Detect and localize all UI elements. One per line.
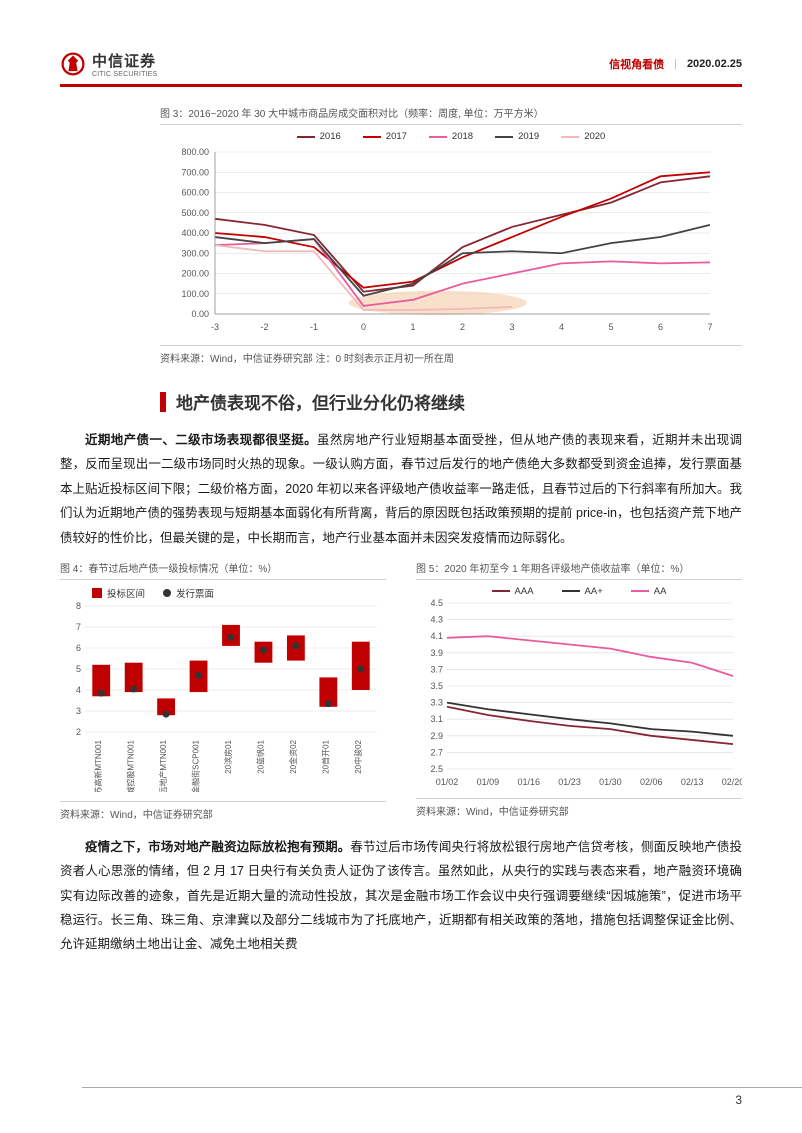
svg-text:01/30: 01/30 xyxy=(599,777,622,787)
svg-text:20首开01: 20首开01 xyxy=(320,739,330,773)
fig3-chart: 0.00 100.00 200.00 300.00 400.00 500.00 600.00… xyxy=(160,146,720,336)
paragraph-1: 近期地产债一、二级市场表现都很坚挺。虽然房地产行业短期基本面受挫，但从地产债的表… xyxy=(60,428,742,550)
page-number: 3 xyxy=(735,1093,742,1107)
svg-text:5: 5 xyxy=(76,664,81,674)
fig3-title: 图 3：2016~2020 年 30 大中城市商品房成交面积对比（频率：周度, … xyxy=(160,105,742,125)
header-rule xyxy=(60,84,742,87)
svg-text:2: 2 xyxy=(76,727,81,737)
svg-text:3: 3 xyxy=(76,706,81,716)
svg-text:20新城控股MTN001: 20新城控股MTN001 xyxy=(126,739,136,792)
svg-text:4: 4 xyxy=(76,685,81,695)
fig4-chart: 2 3 4 5 6 7 8 20苏高新MTN001 20新城控股MTN001 20华远地产MTN0… xyxy=(60,602,386,792)
fig4-legend: 投标区间 发行票面 xyxy=(92,586,386,600)
svg-text:6: 6 xyxy=(658,322,663,332)
svg-text:300.00: 300.00 xyxy=(181,248,209,258)
fig4-coupon-label: 发行票面 xyxy=(176,586,214,600)
fig3-legend-item: 2016 xyxy=(297,131,341,142)
svg-text:02/20: 02/20 xyxy=(722,777,742,787)
svg-text:2: 2 xyxy=(460,322,465,332)
svg-text:3.3: 3.3 xyxy=(430,697,443,707)
fig3-source: 资料来源：Wind，中信证券研究部 注：0 时刻表示正月初一所在周 xyxy=(160,345,742,365)
page-header: 中信证券 CITIC SECURITIES 信视角看债 | 2020.02.25 xyxy=(60,50,742,78)
para1-body: 虽然房地产行业短期基本面受挫，但从地产债的表现来看，近期并未出现调整，反而呈现出… xyxy=(60,433,742,545)
svg-text:2.9: 2.9 xyxy=(430,731,443,741)
citic-logo-icon xyxy=(60,51,86,77)
svg-text:-3: -3 xyxy=(211,322,219,332)
brand-name-cn: 中信证券 xyxy=(92,50,157,71)
para1-lead: 近期地产债一、二级市场表现都很坚挺。 xyxy=(85,433,317,447)
header-category: 信视角看债 xyxy=(609,56,664,72)
svg-text:6: 6 xyxy=(76,643,81,653)
svg-text:700.00: 700.00 xyxy=(181,167,209,177)
svg-text:02/06: 02/06 xyxy=(640,777,663,787)
svg-text:5: 5 xyxy=(608,322,613,332)
svg-text:20金资02: 20金资02 xyxy=(288,739,298,773)
svg-text:20金融街SCP001: 20金融街SCP001 xyxy=(191,739,201,792)
fig5-legend-item: AA+ xyxy=(562,586,603,597)
fig5-title: 图 5：2020 年初至今 1 年期各评级地产债收益率（单位：%） xyxy=(416,560,742,580)
svg-text:20滨房01: 20滨房01 xyxy=(223,739,233,773)
fig5-legend-item: AA xyxy=(631,586,667,597)
svg-text:3.9: 3.9 xyxy=(430,648,443,658)
fig5-legend-item: AAA xyxy=(492,586,534,597)
fig3-legend-item: 2017 xyxy=(363,131,407,142)
fig3-legend-item: 2019 xyxy=(495,131,539,142)
svg-text:4.3: 4.3 xyxy=(430,614,443,624)
svg-text:200.00: 200.00 xyxy=(181,269,209,279)
svg-text:3.7: 3.7 xyxy=(430,664,443,674)
svg-text:01/09: 01/09 xyxy=(477,777,500,787)
fig4-source: 资料来源：Wind，中信证券研究部 xyxy=(60,801,386,821)
section-bar-icon xyxy=(160,392,166,412)
header-date: 2020.02.25 xyxy=(687,58,742,70)
fig5-chart: 2.5 2.7 2.9 3.1 3.3 3.5 3.7 3.9 4.1 4.3 4.5 01/02 01… xyxy=(416,599,742,789)
svg-text:500.00: 500.00 xyxy=(181,208,209,218)
fig4-range-label: 投标区间 xyxy=(107,586,145,600)
svg-text:3.5: 3.5 xyxy=(430,681,443,691)
svg-text:20蓝帆01: 20蓝帆01 xyxy=(255,739,265,773)
svg-text:-1: -1 xyxy=(310,322,318,332)
svg-text:2.7: 2.7 xyxy=(430,747,443,757)
svg-text:1: 1 xyxy=(410,322,415,332)
header-right: 信视角看债 | 2020.02.25 xyxy=(609,56,742,72)
svg-text:0: 0 xyxy=(361,322,366,332)
svg-text:01/23: 01/23 xyxy=(558,777,581,787)
svg-text:4.5: 4.5 xyxy=(430,599,443,608)
brand-name-en: CITIC SECURITIES xyxy=(92,71,157,78)
para2-body: 春节过后市场传闻央行将放松银行房地产信贷考核，侧面反映地产债投资者人心思涨的情绪… xyxy=(60,840,742,952)
fig3-legend-item: 2020 xyxy=(561,131,605,142)
svg-text:8: 8 xyxy=(76,602,81,611)
svg-text:01/02: 01/02 xyxy=(436,777,459,787)
fig5-legend: AAA AA+ AA xyxy=(416,586,742,597)
svg-text:4.1: 4.1 xyxy=(430,631,443,641)
para2-lead: 疫情之下，市场对地产融资边际放松抱有预期。 xyxy=(85,840,350,854)
paragraph-2: 疫情之下，市场对地产融资边际放松抱有预期。春节过后市场传闻央行将放松银行房地产信… xyxy=(60,835,742,957)
fig3-legend-item: 2018 xyxy=(429,131,473,142)
header-separator: | xyxy=(674,58,677,70)
svg-text:01/16: 01/16 xyxy=(517,777,540,787)
svg-text:-2: -2 xyxy=(260,322,268,332)
svg-text:100.00: 100.00 xyxy=(181,289,209,299)
fig4-coupon-swatch xyxy=(163,589,171,597)
fig3-legend: 2016 2017 2018 2019 2020 xyxy=(160,131,742,142)
fig5-source: 资料来源：Wind，中信证券研究部 xyxy=(416,798,742,818)
svg-text:2.5: 2.5 xyxy=(430,764,443,774)
svg-text:4: 4 xyxy=(559,322,564,332)
section-heading: 地产债表现不俗，但行业分化仍将继续 xyxy=(160,389,742,414)
svg-text:20苏高新MTN001: 20苏高新MTN001 xyxy=(93,739,103,792)
svg-text:0.00: 0.00 xyxy=(191,309,209,319)
svg-text:3.1: 3.1 xyxy=(430,714,443,724)
svg-text:02/13: 02/13 xyxy=(681,777,704,787)
section-title: 地产债表现不俗，但行业分化仍将继续 xyxy=(176,389,465,414)
fig4-title: 图 4：春节过后地产债一级投标情况（单位：%） xyxy=(60,560,386,580)
svg-text:800.00: 800.00 xyxy=(181,147,209,157)
svg-text:20华远地产MTN001: 20华远地产MTN001 xyxy=(158,739,168,792)
svg-text:600.00: 600.00 xyxy=(181,188,209,198)
svg-text:20中骏02: 20中骏02 xyxy=(353,739,363,773)
svg-text:400.00: 400.00 xyxy=(181,228,209,238)
svg-text:7: 7 xyxy=(707,322,712,332)
logo: 中信证券 CITIC SECURITIES xyxy=(60,50,157,78)
fig4-range-swatch xyxy=(92,588,102,598)
svg-text:7: 7 xyxy=(76,622,81,632)
svg-text:3: 3 xyxy=(509,322,514,332)
